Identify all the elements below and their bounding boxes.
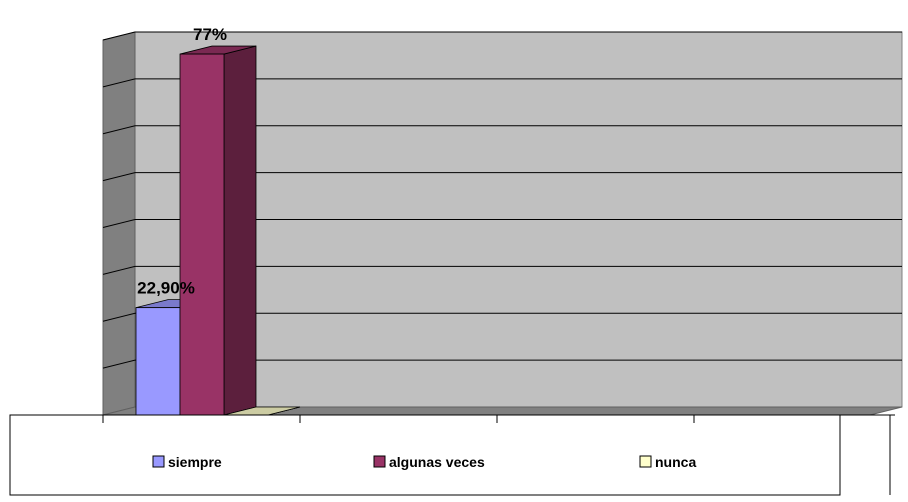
- gridline-depth: [102, 125, 136, 135]
- data-label: 22,90%: [137, 279, 195, 298]
- legend-label: algunas veces: [389, 454, 485, 470]
- bar-algunas-veces: [179, 45, 257, 416]
- legend-label: siempre: [168, 454, 222, 470]
- gridline-depth: [102, 172, 136, 182]
- gridlines: [102, 31, 902, 369]
- gridline-depth: [102, 359, 136, 369]
- data-labels: 22,90% 77%: [137, 25, 227, 298]
- bars: [135, 45, 301, 416]
- legend-label: nunca: [655, 454, 696, 470]
- legend-swatch: [639, 455, 652, 468]
- data-label: 77%: [193, 25, 227, 44]
- gridline-depth: [102, 219, 136, 228]
- gridline-depth: [102, 312, 136, 322]
- bar-side: [223, 45, 257, 416]
- legend-box: [9, 414, 841, 496]
- bar-front: [179, 53, 225, 416]
- gridline-depth: [102, 31, 136, 41]
- legend: siempre algunas veces nunca: [9, 414, 895, 496]
- bar-front: [135, 307, 181, 416]
- gridline-depth: [102, 78, 136, 88]
- legend-swatch: [373, 455, 386, 468]
- legend-swatch: [152, 455, 165, 468]
- gridline-depth: [102, 265, 136, 275]
